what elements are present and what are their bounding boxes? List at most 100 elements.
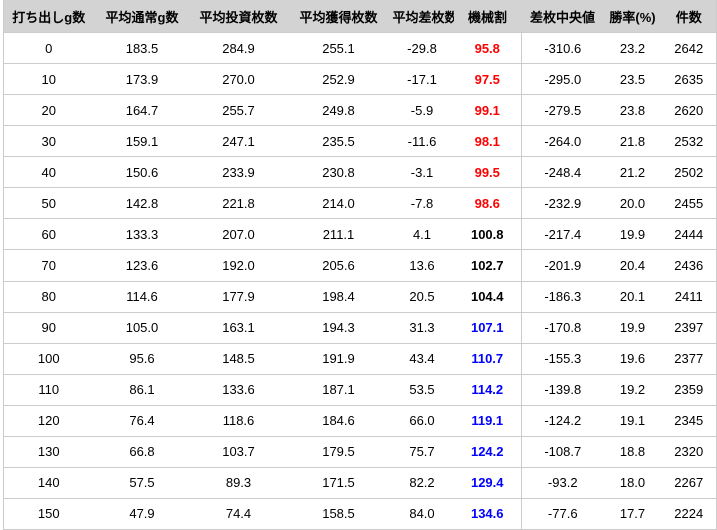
cell-win-rate: 19.2 (603, 373, 662, 406)
cell-avg-normal-g: 57.5 (93, 466, 191, 499)
cell-win-rate: 19.9 (603, 311, 662, 344)
cell-kikaiwari: 104.4 (453, 280, 522, 313)
cell-avg-payout-coins: 249.8 (286, 94, 391, 126)
cell-avg-invest-coins: 255.7 (190, 94, 287, 126)
cell-kikaiwari: 98.6 (453, 187, 522, 219)
cell-avg-invest-coins: 177.9 (190, 280, 287, 313)
table-row: 120 76.4 118.6 184.6 66.0 119.1 -124.2 19.1 2345 (3, 404, 717, 437)
cell-kikaiwari: 107.1 (453, 311, 522, 344)
cell-g-start: 80 (3, 280, 94, 313)
table-row: 40 150.6 233.9 230.8 -3.1 99.5 -248.4 21.2 2502 (3, 156, 717, 188)
cell-diff-median: -139.8 (521, 373, 604, 406)
table-row: 80 114.6 177.9 198.4 20.5 104.4 -186.3 20.1 2411 (3, 280, 717, 313)
cell-count: 2436 (661, 249, 717, 281)
cell-g-start: 20 (3, 94, 94, 126)
cell-kikaiwari: 134.6 (453, 497, 522, 530)
cell-win-rate: 18.0 (603, 466, 662, 499)
cell-avg-normal-g: 183.5 (93, 31, 191, 64)
cell-avg-invest-coins: 233.9 (190, 156, 287, 188)
cell-win-rate: 19.1 (603, 404, 662, 437)
table-row: 90 105.0 163.1 194.3 31.3 107.1 -170.8 19.9 2397 (3, 311, 717, 344)
cell-win-rate: 23.5 (603, 63, 662, 95)
cell-avg-diff-coins: -29.8 (390, 31, 454, 64)
cell-avg-normal-g: 150.6 (93, 156, 191, 188)
cell-avg-payout-coins: 235.5 (286, 125, 391, 157)
cell-count: 2635 (661, 63, 717, 95)
cell-diff-median: -264.0 (521, 125, 604, 157)
table-row: 20 164.7 255.7 249.8 -5.9 99.1 -279.5 23.8 2620 (3, 94, 717, 126)
cell-avg-invest-coins: 74.4 (190, 497, 287, 530)
table-body: 0 183.5 284.9 255.1 -29.8 95.8 -310.6 23.2 2642 1… (3, 31, 717, 530)
cell-win-rate: 20.1 (603, 280, 662, 313)
cell-g-start: 50 (3, 187, 94, 219)
column-header-kikaiwari: 機械割 (453, 0, 522, 33)
cell-avg-normal-g: 159.1 (93, 125, 191, 157)
cell-kikaiwari: 95.8 (453, 31, 522, 64)
cell-count: 2267 (661, 466, 717, 499)
table-row: 110 86.1 133.6 187.1 53.5 114.2 -139.8 19.2 2359 (3, 373, 717, 406)
cell-avg-diff-coins: 13.6 (390, 249, 454, 281)
cell-avg-invest-coins: 221.8 (190, 187, 287, 219)
cell-diff-median: -279.5 (521, 94, 604, 126)
cell-count: 2502 (661, 156, 717, 188)
cell-count: 2359 (661, 373, 717, 406)
cell-diff-median: -124.2 (521, 404, 604, 437)
cell-kikaiwari: 102.7 (453, 249, 522, 281)
cell-g-start: 110 (3, 373, 94, 406)
cell-kikaiwari: 114.2 (453, 373, 522, 406)
column-header-avg-invest-coins: 平均投資枚数 (190, 0, 287, 33)
table-row: 70 123.6 192.0 205.6 13.6 102.7 -201.9 20.4 2436 (3, 249, 717, 281)
cell-kikaiwari: 129.4 (453, 466, 522, 499)
cell-diff-median: -93.2 (521, 466, 604, 499)
cell-avg-diff-coins: 75.7 (390, 435, 454, 468)
cell-avg-normal-g: 105.0 (93, 311, 191, 344)
cell-avg-invest-coins: 284.9 (190, 31, 287, 64)
column-header-g-start: 打ち出しg数 (3, 0, 94, 33)
cell-avg-diff-coins: 53.5 (390, 373, 454, 406)
cell-avg-normal-g: 114.6 (93, 280, 191, 313)
cell-avg-payout-coins: 191.9 (286, 342, 391, 375)
cell-count: 2532 (661, 125, 717, 157)
cell-diff-median: -155.3 (521, 342, 604, 375)
cell-avg-payout-coins: 252.9 (286, 63, 391, 95)
cell-avg-invest-coins: 207.0 (190, 218, 287, 250)
table-row: 150 47.9 74.4 158.5 84.0 134.6 -77.6 17.7 2224 (3, 497, 717, 530)
cell-g-start: 0 (3, 31, 94, 64)
cell-win-rate: 19.9 (603, 218, 662, 250)
cell-kikaiwari: 99.5 (453, 156, 522, 188)
cell-kikaiwari: 124.2 (453, 435, 522, 468)
cell-g-start: 30 (3, 125, 94, 157)
cell-win-rate: 20.4 (603, 249, 662, 281)
column-header-diff-median: 差枚中央値 (521, 0, 604, 33)
cell-avg-normal-g: 47.9 (93, 497, 191, 530)
cell-diff-median: -201.9 (521, 249, 604, 281)
cell-avg-invest-coins: 192.0 (190, 249, 287, 281)
cell-avg-diff-coins: -3.1 (390, 156, 454, 188)
cell-avg-diff-coins: -7.8 (390, 187, 454, 219)
cell-avg-diff-coins: 84.0 (390, 497, 454, 530)
cell-kikaiwari: 100.8 (453, 218, 522, 250)
cell-avg-payout-coins: 230.8 (286, 156, 391, 188)
cell-count: 2411 (661, 280, 717, 313)
table-row: 50 142.8 221.8 214.0 -7.8 98.6 -232.9 20.0 2455 (3, 187, 717, 219)
cell-g-start: 40 (3, 156, 94, 188)
cell-count: 2224 (661, 497, 717, 530)
cell-diff-median: -248.4 (521, 156, 604, 188)
cell-avg-normal-g: 86.1 (93, 373, 191, 406)
cell-diff-median: -186.3 (521, 280, 604, 313)
cell-win-rate: 17.7 (603, 497, 662, 530)
cell-avg-diff-coins: -5.9 (390, 94, 454, 126)
cell-avg-invest-coins: 247.1 (190, 125, 287, 157)
cell-avg-diff-coins: 66.0 (390, 404, 454, 437)
cell-avg-invest-coins: 163.1 (190, 311, 287, 344)
cell-avg-diff-coins: -11.6 (390, 125, 454, 157)
cell-diff-median: -310.6 (521, 31, 604, 64)
cell-avg-normal-g: 76.4 (93, 404, 191, 437)
table-row: 130 66.8 103.7 179.5 75.7 124.2 -108.7 18.8 2320 (3, 435, 717, 468)
cell-avg-payout-coins: 158.5 (286, 497, 391, 530)
cell-avg-payout-coins: 187.1 (286, 373, 391, 406)
cell-avg-diff-coins: 43.4 (390, 342, 454, 375)
cell-g-start: 10 (3, 63, 94, 95)
cell-g-start: 90 (3, 311, 94, 344)
column-header-count: 件数 (661, 0, 717, 33)
